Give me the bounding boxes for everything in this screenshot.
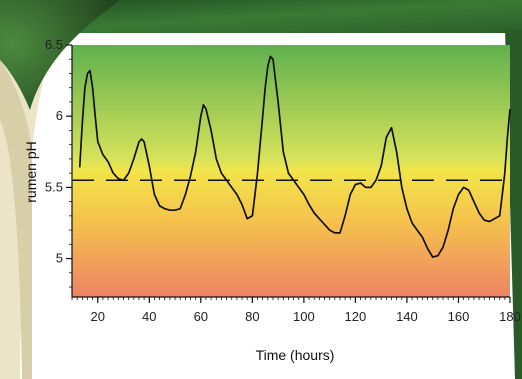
plot-area [72, 45, 510, 297]
axes: 5 5.5 6 6.5 20 40 60 80 100 120 140 160 180 [45, 37, 521, 324]
x-tick-label: 60 [194, 309, 208, 324]
x-tick-label: 100 [293, 309, 315, 324]
x-tick-label: 120 [345, 309, 367, 324]
series-line-0 [78, 55, 511, 258]
data-marks [72, 55, 511, 258]
x-tick-label: 180 [499, 309, 521, 324]
x-axis-title: Time (hours) [256, 347, 335, 363]
x-tick-label: 20 [91, 309, 105, 324]
y-tick-label: 6.5 [45, 37, 63, 52]
x-tick-label: 140 [396, 309, 418, 324]
plot-background [72, 45, 510, 297]
y-tick-label: 6 [56, 108, 63, 123]
y-tick-label: 5.5 [45, 179, 63, 194]
left-beige-shadow [0, 60, 32, 379]
x-tick-label: 40 [142, 309, 156, 324]
leaf-shape [0, 0, 120, 110]
x-tick-label: 160 [448, 309, 470, 324]
x-tick-label: 80 [245, 309, 259, 324]
y-axis-title: rumen pH [23, 141, 39, 202]
y-tick-label: 5 [56, 251, 63, 266]
